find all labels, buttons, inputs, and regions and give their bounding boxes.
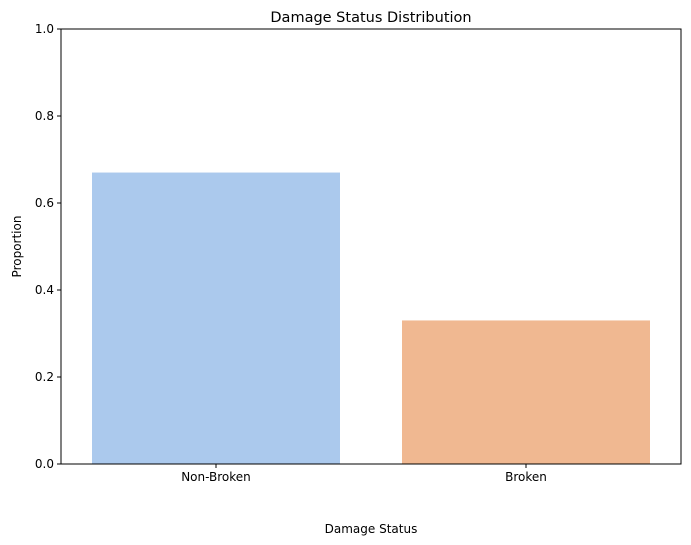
plot-frame (60, 28, 682, 465)
y-tick-label: 0.0 (35, 457, 54, 471)
y-axis-label: Proportion (10, 216, 24, 278)
y-tick-label: 0.4 (35, 283, 54, 297)
x-axis: Non-Broken Broken (181, 464, 547, 484)
axes-layer (60, 28, 682, 465)
chart-title: Damage Status Distribution (270, 10, 471, 26)
bars-layer (92, 172, 650, 465)
bar-non-broken (92, 172, 340, 465)
y-axis: 0.0 0.2 0.4 0.6 0.8 1.0 (35, 22, 61, 471)
y-tick-label: 0.8 (35, 109, 54, 123)
x-axis-label: Damage Status (325, 522, 418, 536)
y-tick-label: 0.2 (35, 370, 54, 384)
x-tick-label: Non-Broken (181, 470, 251, 484)
y-tick-label: 0.6 (35, 196, 54, 210)
y-tick-label: 1.0 (35, 22, 54, 36)
bar-broken (402, 320, 650, 464)
x-tick-label: Broken (505, 470, 547, 484)
